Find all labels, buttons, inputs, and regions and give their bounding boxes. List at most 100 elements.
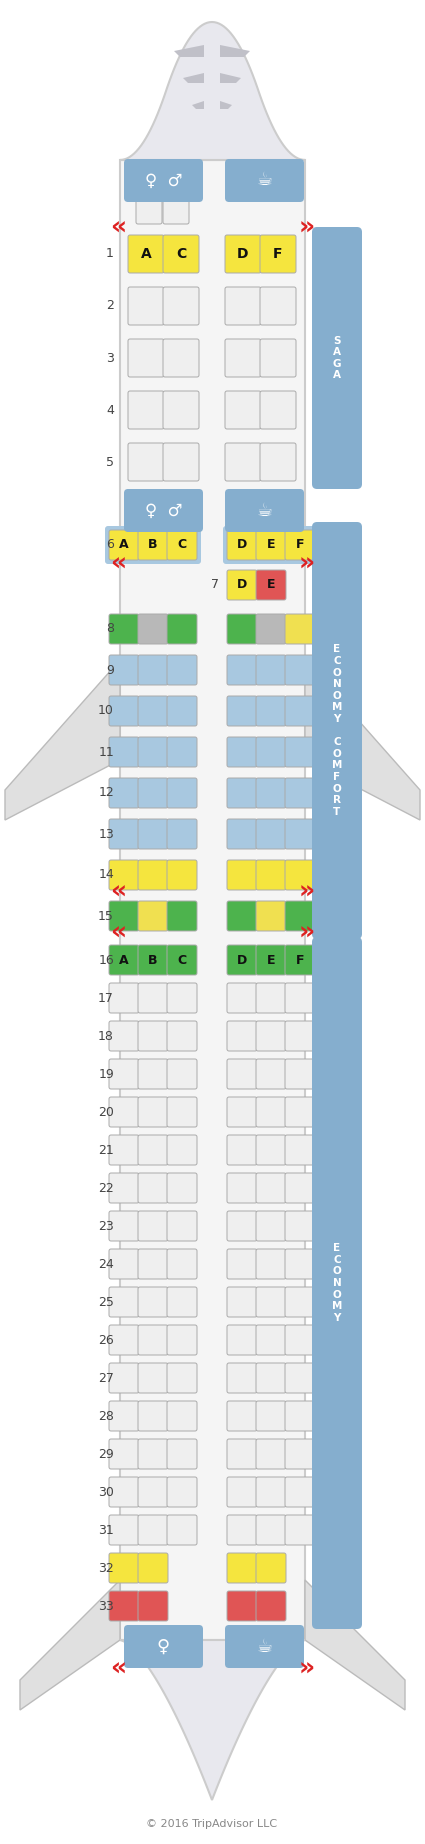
FancyBboxPatch shape [109,1516,139,1545]
FancyBboxPatch shape [225,339,261,376]
FancyBboxPatch shape [256,983,286,1012]
FancyBboxPatch shape [312,937,362,1628]
FancyBboxPatch shape [138,1097,168,1127]
Text: 5: 5 [106,455,114,468]
Text: 2: 2 [106,299,114,312]
FancyBboxPatch shape [138,983,168,1012]
Text: ☕: ☕ [256,171,272,190]
FancyBboxPatch shape [227,695,257,727]
FancyBboxPatch shape [256,1248,286,1280]
FancyBboxPatch shape [227,944,257,975]
FancyBboxPatch shape [256,944,286,975]
FancyBboxPatch shape [167,1363,197,1392]
Text: «: « [110,880,126,904]
FancyBboxPatch shape [163,391,199,430]
FancyBboxPatch shape [138,944,168,975]
FancyBboxPatch shape [227,1326,257,1355]
FancyBboxPatch shape [227,859,257,891]
FancyBboxPatch shape [227,529,302,551]
FancyBboxPatch shape [285,614,315,644]
Polygon shape [120,22,305,160]
FancyBboxPatch shape [225,489,304,533]
FancyBboxPatch shape [256,570,286,599]
Text: E: E [267,538,275,551]
FancyBboxPatch shape [138,1363,168,1392]
FancyBboxPatch shape [138,1136,168,1165]
FancyBboxPatch shape [256,738,286,767]
Text: 10: 10 [98,704,114,717]
Text: »: » [299,1658,315,1682]
FancyBboxPatch shape [167,1022,197,1051]
Text: 23: 23 [98,1219,114,1232]
FancyBboxPatch shape [256,695,286,727]
FancyBboxPatch shape [167,614,197,644]
Text: A: A [119,538,129,551]
Text: 27: 27 [98,1372,114,1385]
Text: F: F [273,247,283,262]
Text: ♀  ♂: ♀ ♂ [145,502,182,520]
Polygon shape [20,1580,120,1709]
FancyBboxPatch shape [138,1591,168,1621]
FancyBboxPatch shape [124,159,203,203]
FancyBboxPatch shape [109,902,139,931]
FancyBboxPatch shape [109,1058,139,1090]
FancyBboxPatch shape [227,1097,257,1127]
Text: E: E [267,953,275,966]
FancyBboxPatch shape [256,1477,286,1507]
FancyBboxPatch shape [138,1248,168,1280]
FancyBboxPatch shape [285,738,315,767]
Polygon shape [192,101,204,109]
FancyBboxPatch shape [256,1058,286,1090]
FancyBboxPatch shape [128,443,164,481]
FancyBboxPatch shape [227,1591,257,1621]
FancyBboxPatch shape [256,1022,286,1051]
FancyBboxPatch shape [167,1248,197,1280]
FancyBboxPatch shape [138,1212,168,1241]
FancyBboxPatch shape [285,1248,315,1280]
FancyBboxPatch shape [227,1058,257,1090]
FancyBboxPatch shape [227,614,257,644]
FancyBboxPatch shape [138,614,168,644]
Text: »: » [299,551,315,575]
FancyBboxPatch shape [124,1625,203,1669]
Text: 17: 17 [98,992,114,1005]
FancyBboxPatch shape [260,288,296,325]
FancyBboxPatch shape [285,1212,315,1241]
Text: 21: 21 [98,1143,114,1156]
FancyBboxPatch shape [109,1401,139,1431]
FancyBboxPatch shape [109,1136,139,1165]
FancyBboxPatch shape [109,1287,139,1317]
FancyBboxPatch shape [312,522,362,939]
FancyBboxPatch shape [225,234,261,273]
FancyBboxPatch shape [227,1553,257,1582]
FancyBboxPatch shape [138,1553,168,1582]
FancyBboxPatch shape [227,1477,257,1507]
FancyBboxPatch shape [109,1212,139,1241]
FancyBboxPatch shape [109,614,139,644]
Polygon shape [183,74,204,83]
FancyBboxPatch shape [227,1438,257,1470]
FancyBboxPatch shape [109,1553,139,1582]
FancyBboxPatch shape [138,1326,168,1355]
FancyBboxPatch shape [256,655,286,684]
FancyBboxPatch shape [227,1136,257,1165]
FancyBboxPatch shape [227,529,257,561]
FancyBboxPatch shape [227,1401,257,1431]
FancyBboxPatch shape [227,778,257,808]
FancyBboxPatch shape [167,1212,197,1241]
Text: A: A [119,953,129,966]
FancyBboxPatch shape [285,529,315,561]
Polygon shape [305,1580,405,1709]
Text: 4: 4 [106,404,114,417]
FancyBboxPatch shape [167,1173,197,1202]
Text: D: D [237,538,247,551]
Text: 13: 13 [98,828,114,841]
FancyBboxPatch shape [256,1097,286,1127]
FancyBboxPatch shape [285,859,315,891]
Text: 12: 12 [98,787,114,800]
FancyBboxPatch shape [109,1591,139,1621]
Text: F: F [296,538,304,551]
FancyBboxPatch shape [256,1438,286,1470]
FancyBboxPatch shape [256,1401,286,1431]
FancyBboxPatch shape [138,1022,168,1051]
